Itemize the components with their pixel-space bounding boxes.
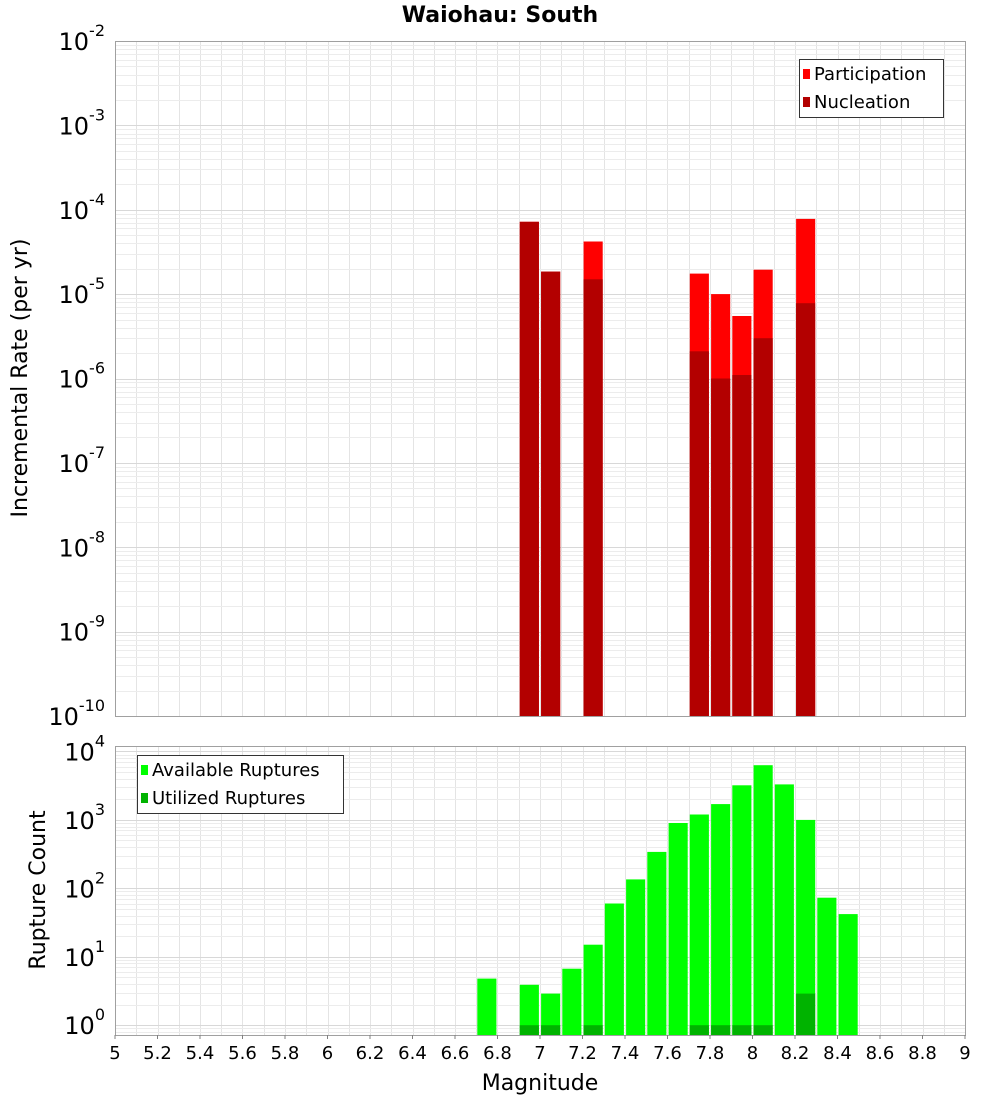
x-tick-label: 8.8 <box>908 1043 937 1064</box>
legend-box-0 <box>799 59 944 118</box>
bar-0-1-3 <box>689 351 709 716</box>
x-tick-label: 7.6 <box>653 1043 682 1064</box>
bar-1-0-2 <box>541 993 561 1035</box>
bar-1-0-12 <box>753 765 773 1035</box>
y-tick-label-0: 10-5 <box>59 274 106 309</box>
bar-1-0-15 <box>817 897 837 1035</box>
bar-1-0-16 <box>838 914 858 1035</box>
bar-0-1-1 <box>541 271 561 716</box>
y-tick-label-0: 10-3 <box>59 105 106 140</box>
bar-1-1-4 <box>583 1025 603 1035</box>
bar-1-0-3 <box>562 968 582 1035</box>
plot-frame-0 <box>115 41 966 717</box>
bar-0-1-5 <box>732 375 752 716</box>
legend-0: Participation Nucleation <box>799 59 944 118</box>
bar-1-1-2 <box>541 1025 561 1035</box>
legend-swatch-1-1 <box>141 793 148 803</box>
y-tick-label-0: 10-4 <box>59 190 106 225</box>
x-tick-label: 7.4 <box>611 1043 640 1064</box>
x-tick-label: 8 <box>747 1043 758 1064</box>
bar-1-0-8 <box>668 823 688 1035</box>
legend-swatch-1-0 <box>141 765 148 775</box>
bar-1-0-6 <box>626 879 646 1035</box>
y-tick-label-1: 103 <box>64 800 105 835</box>
bar-1-0-10 <box>711 804 731 1035</box>
x-tick-label: 6.6 <box>441 1043 470 1064</box>
bar-1-0-4 <box>583 944 603 1035</box>
y-tick-label-1: 104 <box>64 731 105 766</box>
x-tick-label: 6.4 <box>398 1043 427 1064</box>
bar-0-1-7 <box>796 303 816 716</box>
legend-box-1 <box>137 755 344 814</box>
y-axis-label-rate: Incremental Rate (per yr) <box>8 239 33 518</box>
grid-0 <box>115 41 965 716</box>
y-tick-label-0: 10-9 <box>59 612 106 647</box>
bar-0-1-6 <box>753 338 773 716</box>
legend-1: Available Ruptures Utilized Ruptures <box>137 755 344 814</box>
y-tick-label-0: 10-2 <box>59 21 106 56</box>
x-tick-label: 5.2 <box>143 1043 172 1064</box>
legend-label-1-0: Available Ruptures <box>152 760 320 781</box>
y-tick-label-0: 10-7 <box>59 443 106 478</box>
x-tick-label: 8.6 <box>866 1043 895 1064</box>
series-1-0 <box>477 765 858 1035</box>
bar-1-0-0 <box>477 978 497 1035</box>
x-tick-label: 5.6 <box>228 1043 257 1064</box>
legend-label-0-0: Participation <box>814 64 926 85</box>
y-tick-label-0: 10-6 <box>59 359 106 394</box>
bar-1-1-14 <box>796 993 816 1035</box>
legend-label-1-1: Utilized Ruptures <box>152 788 305 809</box>
chart-title: Waiohau: South <box>402 3 598 28</box>
x-tick-label: 6.2 <box>356 1043 385 1064</box>
bar-1-0-1 <box>519 984 539 1035</box>
x-tick-label: 7.8 <box>696 1043 725 1064</box>
legend-label-0-1: Nucleation <box>814 92 910 113</box>
bar-0-1-2 <box>583 279 603 716</box>
bar-1-0-5 <box>604 903 624 1035</box>
bar-1-0-11 <box>732 785 752 1035</box>
x-axis-label: Magnitude <box>482 1071 599 1096</box>
bar-0-1-4 <box>711 378 731 716</box>
bar-1-0-14 <box>796 819 816 1035</box>
x-tick-label: 5.4 <box>186 1043 215 1064</box>
bar-1-0-7 <box>647 851 667 1035</box>
series-1-1 <box>519 993 816 1035</box>
bar-0-1-0 <box>519 221 539 717</box>
legend-swatch-0-1 <box>803 97 810 107</box>
bar-1-1-9 <box>689 1025 709 1035</box>
y-axis-label-count: Rupture Count <box>26 810 51 970</box>
bar-1-1-11 <box>732 1025 752 1035</box>
x-tick-label: 7 <box>534 1043 545 1064</box>
y-tick-label-0: 10-10 <box>48 696 105 731</box>
legend-swatch-0-0 <box>803 69 810 79</box>
x-tick-label: 7.2 <box>568 1043 597 1064</box>
series-0-1 <box>519 221 816 717</box>
bar-1-1-10 <box>711 1025 731 1035</box>
y-tick-label-1: 101 <box>64 937 105 972</box>
bar-1-0-9 <box>689 814 709 1035</box>
bar-1-1-1 <box>519 1025 539 1035</box>
x-tick-label: 8.4 <box>823 1043 852 1064</box>
x-tick-label: 6.8 <box>483 1043 512 1064</box>
y-tick-label-0: 10-8 <box>59 527 106 562</box>
x-tick-label: 6 <box>322 1043 333 1064</box>
x-tick-label: 5 <box>109 1043 120 1064</box>
x-tick-label: 8.2 <box>781 1043 810 1064</box>
y-tick-label-1: 100 <box>64 1005 105 1040</box>
x-tick-label: 5.8 <box>271 1043 300 1064</box>
bar-1-1-12 <box>753 1025 773 1035</box>
bar-1-0-13 <box>774 784 794 1035</box>
x-tick-label: 9 <box>959 1043 970 1064</box>
y-tick-label-1: 102 <box>64 868 105 903</box>
